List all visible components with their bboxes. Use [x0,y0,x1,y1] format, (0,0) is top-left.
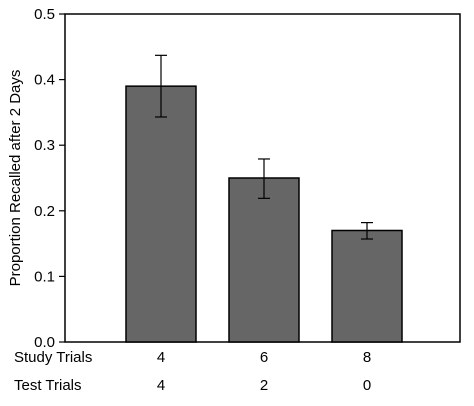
category-rows: Study Trials 4 6 8 Test Trials 4 2 0 [14,349,371,394]
bar [228,177,300,343]
category-row-label: Test Trials [14,377,82,394]
error-bars-group [155,54,373,240]
y-tick-label: 0.1 [34,268,55,285]
y-axis-ticks: 0.0 0.1 0.2 0.3 0.4 0.5 [34,6,65,351]
category-value-label: 2 [260,377,268,394]
y-tick-label: 0.0 [34,334,55,351]
bars-group [125,85,403,343]
y-axis-title: Proportion Recalled after 2 Days [7,70,24,287]
y-tick-label: 0.4 [34,72,55,89]
category-value-label: 4 [157,377,165,394]
y-tick-label: 0.2 [34,203,55,220]
category-value-label: 8 [363,349,371,366]
bar [331,229,403,343]
category-row-label: Study Trials [14,349,92,366]
category-value-label: 0 [363,377,371,394]
y-tick-label: 0.5 [34,6,55,23]
bar [125,85,197,343]
y-tick-label: 0.3 [34,137,55,154]
category-value-label: 4 [157,349,165,366]
category-value-label: 6 [260,349,268,366]
